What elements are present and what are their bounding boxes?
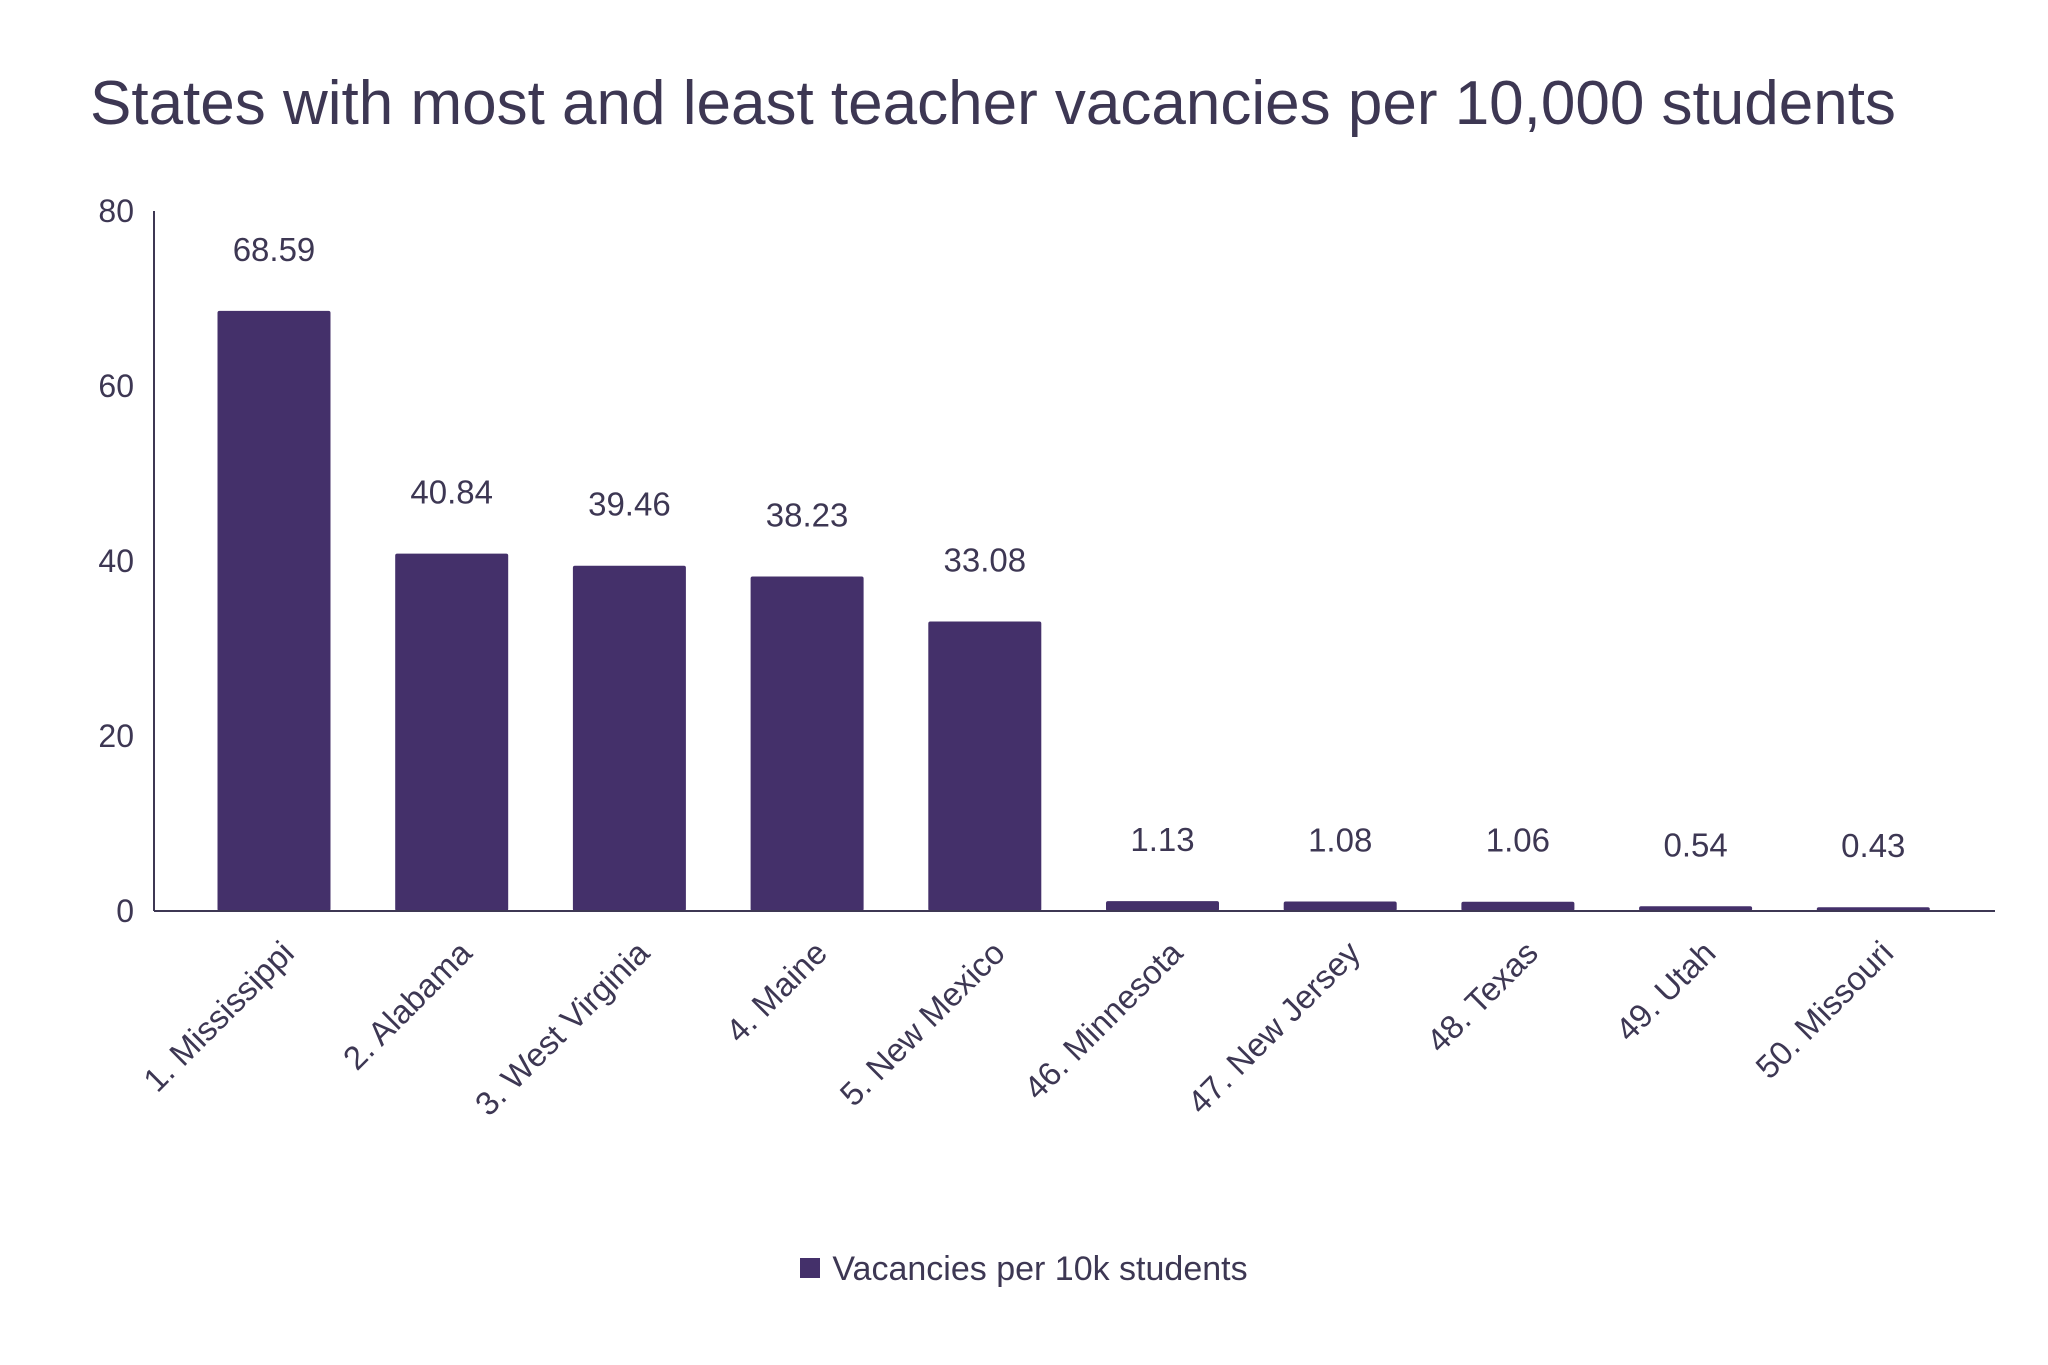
legend: Vacancies per 10k students <box>0 1250 2048 1289</box>
data-label: 40.84 <box>410 474 493 511</box>
data-label: 33.08 <box>944 542 1027 579</box>
category-label: 5. New Mexico <box>833 934 1012 1113</box>
y-tick-label: 0 <box>116 893 134 929</box>
data-label: 0.43 <box>1841 827 1905 864</box>
category-label: 47. New Jersey <box>1180 933 1367 1120</box>
bar <box>1283 901 1397 911</box>
legend-swatch <box>800 1258 821 1279</box>
bar <box>1639 906 1753 911</box>
bar <box>928 621 1042 911</box>
bar <box>750 576 864 911</box>
category-label: 48. Texas <box>1419 934 1545 1060</box>
data-label: 0.54 <box>1663 826 1727 863</box>
category-label: 1. Mississippi <box>136 934 301 1099</box>
y-axis-ticks: 0 20 40 60 80 <box>98 193 134 929</box>
bar <box>395 553 509 911</box>
data-label: 1.13 <box>1130 821 1194 858</box>
data-labels: 68.59 40.84 39.46 38.23 33.08 1.13 1.08 1.06 0.5… <box>233 231 1906 864</box>
category-label: 46. Minnesota <box>1017 933 1190 1106</box>
data-label: 38.23 <box>766 496 849 533</box>
data-label: 39.46 <box>588 486 671 523</box>
bar <box>572 565 686 911</box>
category-label: 3. West Virginia <box>468 933 657 1122</box>
category-label: 49. Utah <box>1608 934 1722 1048</box>
legend-label: Vacancies per 10k students <box>832 1250 1248 1288</box>
data-label: 1.06 <box>1486 822 1550 859</box>
y-tick-label: 40 <box>98 543 134 579</box>
category-label: 4. Maine <box>718 934 834 1050</box>
data-label: 1.08 <box>1308 822 1372 859</box>
y-tick-label: 60 <box>98 368 134 404</box>
y-tick-label: 80 <box>98 193 134 229</box>
y-tick-label: 20 <box>98 718 134 754</box>
chart-title: States with most and least teacher vacan… <box>90 69 1896 138</box>
category-label: 50. Missouri <box>1748 934 1900 1086</box>
bars <box>217 310 1930 911</box>
data-label: 68.59 <box>233 231 316 268</box>
category-label: 2. Alabama <box>336 933 479 1076</box>
bar <box>217 310 331 911</box>
bar <box>1106 901 1219 911</box>
bar <box>1461 901 1575 911</box>
